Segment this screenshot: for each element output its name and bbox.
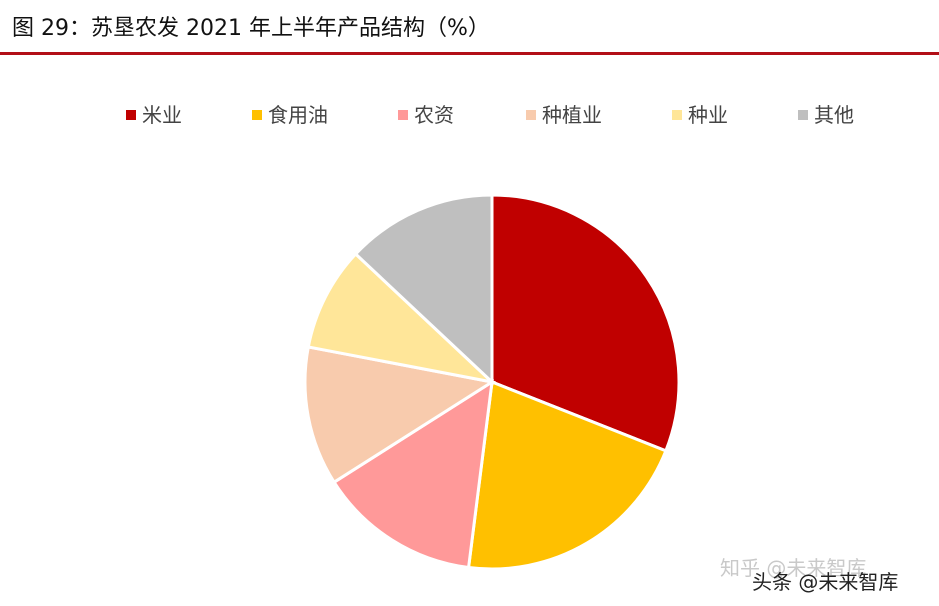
legend-swatch [126, 110, 136, 120]
legend-item: 种业 [672, 100, 728, 130]
legend-label: 农资 [414, 103, 454, 127]
legend-label: 食用油 [268, 103, 328, 127]
pie-slice-6 [353, 193, 494, 386]
legend-swatch [798, 110, 808, 120]
pie-slice-4 [303, 345, 497, 485]
legend-label: 其他 [814, 103, 854, 127]
legend-swatch [398, 110, 408, 120]
legend-item: 农资 [398, 100, 454, 130]
legend-item: 其他 [798, 100, 854, 130]
legend-swatch [526, 110, 536, 120]
pie-slice-1 [490, 193, 681, 453]
legend-swatch [252, 110, 262, 120]
legend-swatch [672, 110, 682, 120]
legend-item: 米业 [126, 100, 182, 130]
legend-label: 米业 [142, 103, 182, 127]
pie-slice-2 [466, 379, 668, 571]
legend-label: 种业 [688, 103, 728, 127]
chart-legend: 米业 食用油 农资 种植业 种业 其他 [0, 100, 939, 130]
figure-title: 图 29：苏垦农发 2021 年上半年产品结构（%） [12, 16, 490, 41]
pie-slice-5 [306, 251, 497, 385]
legend-label: 种植业 [542, 103, 602, 127]
watermark-front: 头条 @未来智库 [752, 570, 899, 594]
title-divider [0, 52, 939, 55]
pie-slice-3 [332, 379, 494, 570]
legend-item: 种植业 [526, 100, 602, 130]
watermark-back: 知乎 @未来智库 [720, 556, 867, 580]
legend-item: 食用油 [252, 100, 328, 130]
